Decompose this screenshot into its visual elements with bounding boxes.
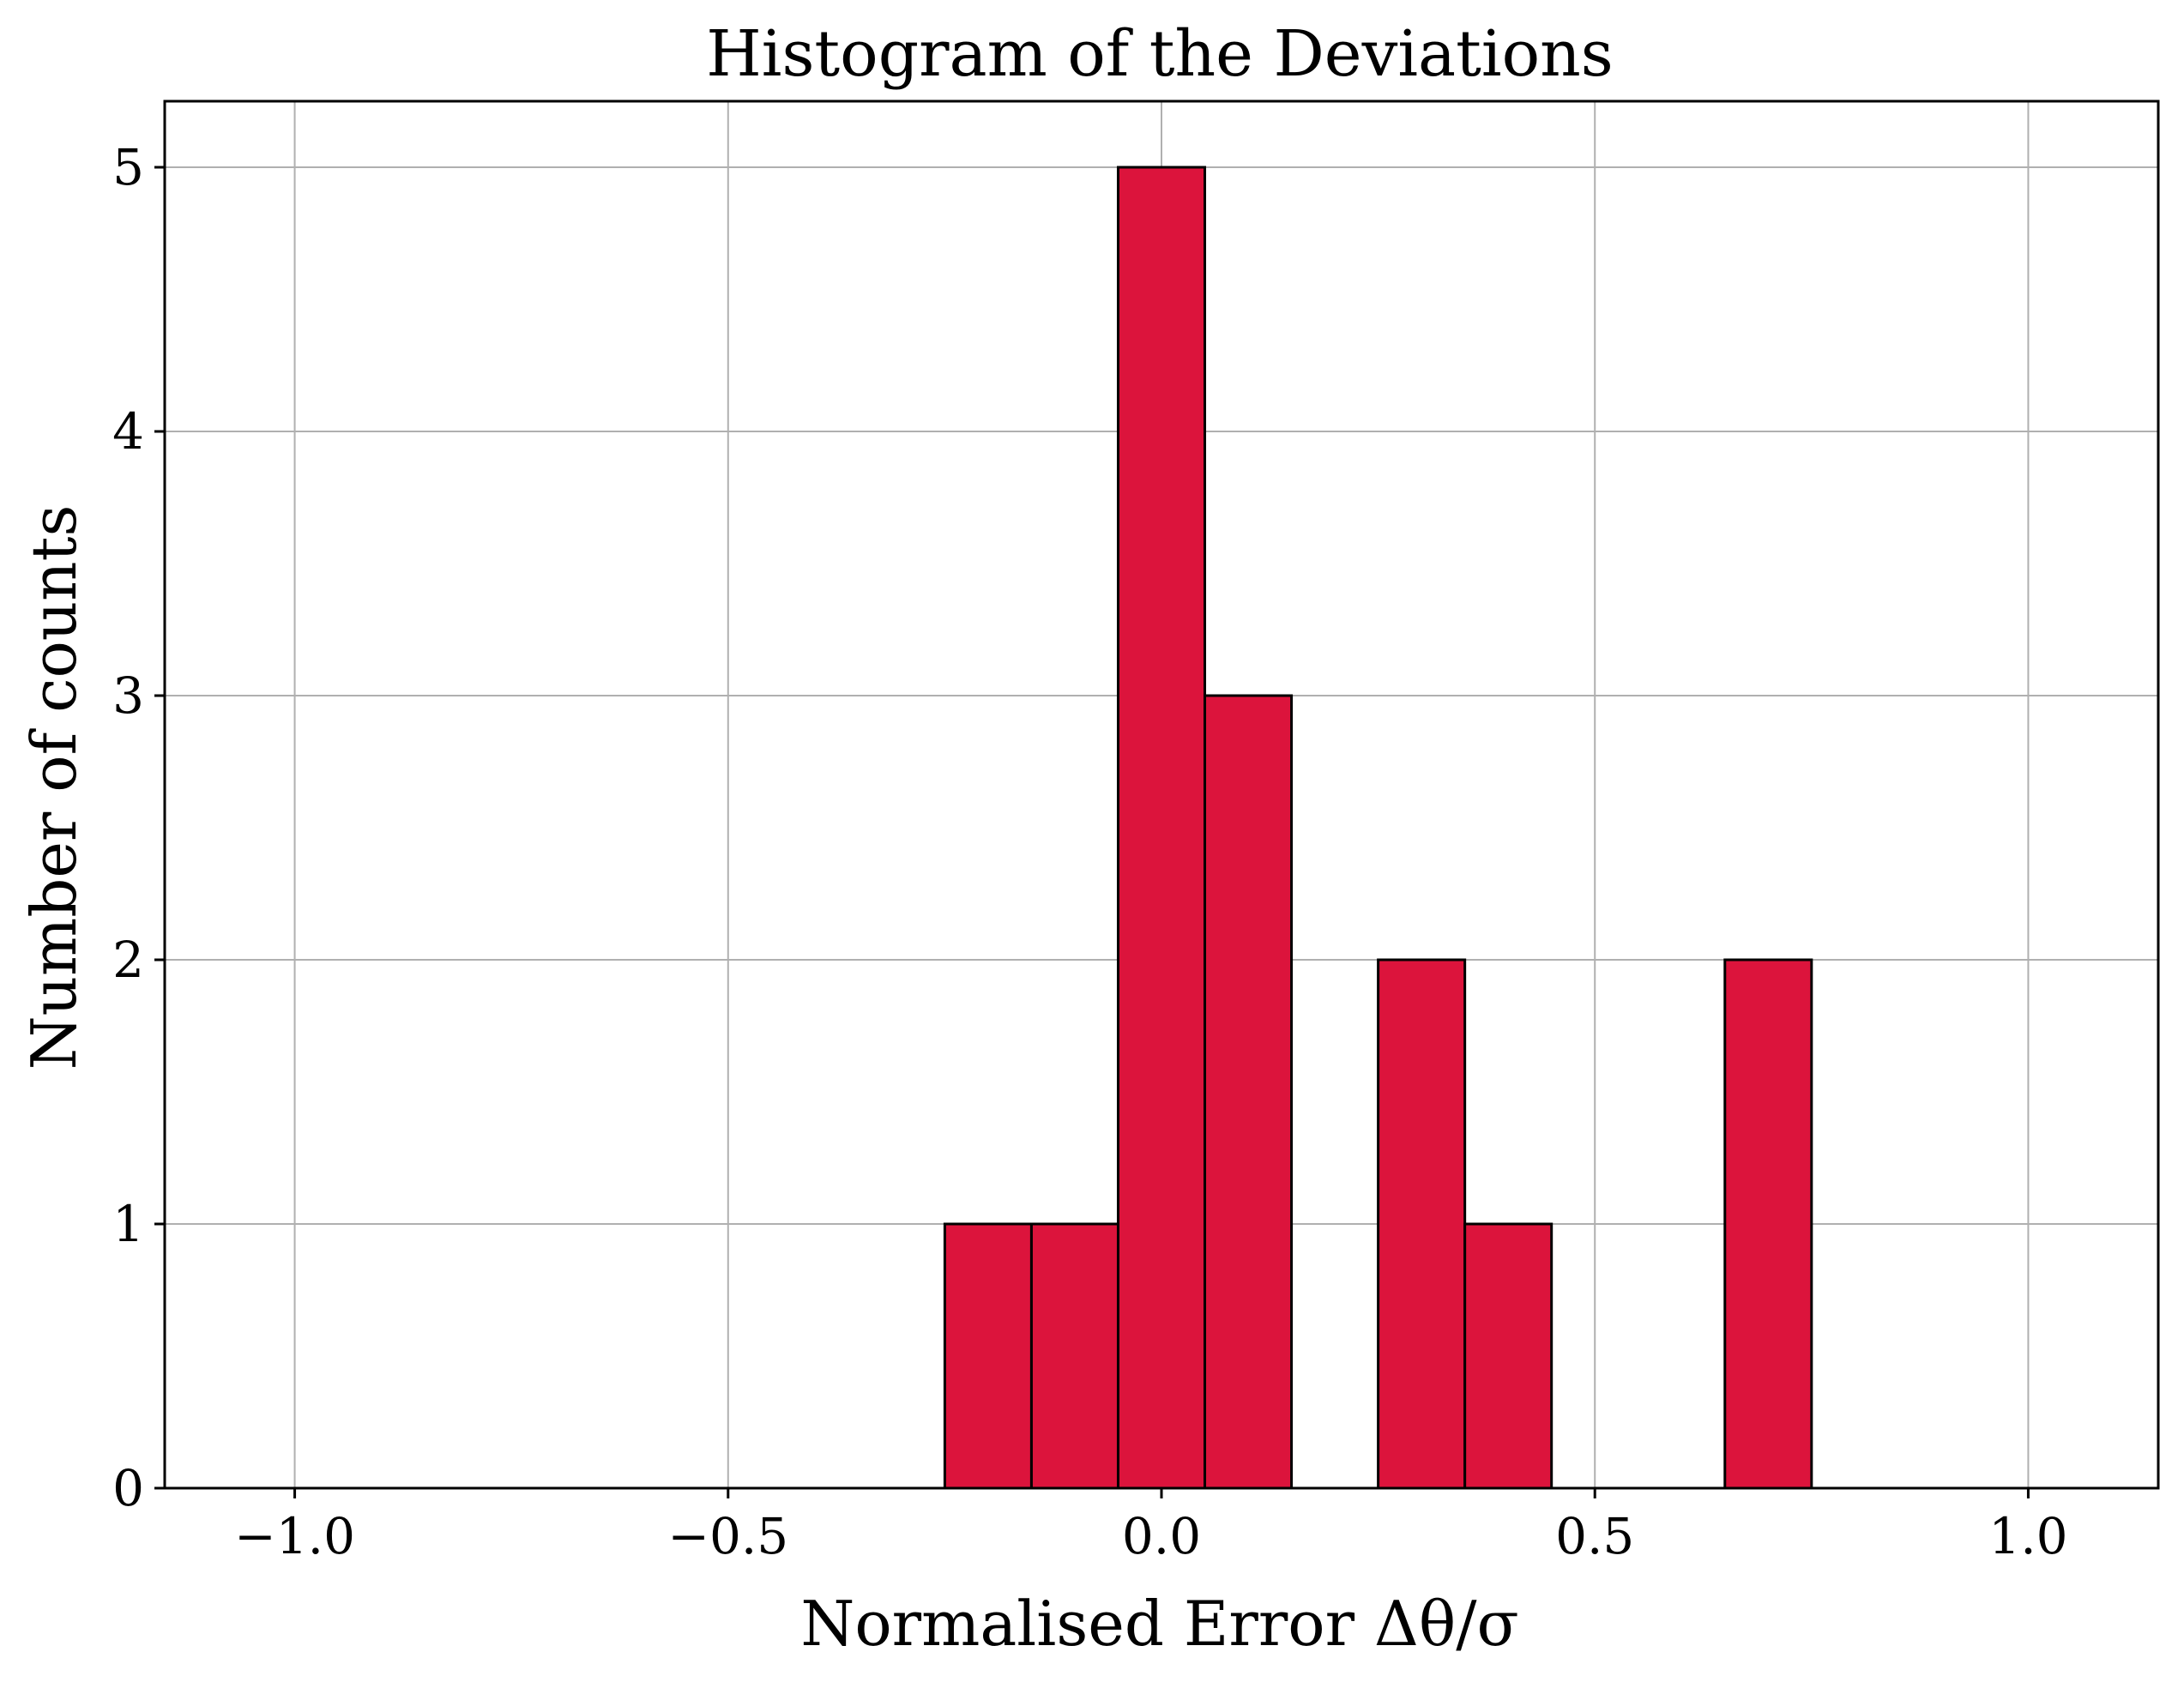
histogram-bar (1463, 1222, 1554, 1490)
x-axis-ticks: −1.0 −0.5 0.0 0.5 1.0 (234, 1488, 2068, 1565)
histogram-bar (1029, 1222, 1119, 1490)
y-tick-label: 1 (112, 1195, 144, 1253)
x-tick-label: −0.5 (667, 1507, 788, 1565)
y-axis-label: Number of counts (18, 505, 90, 1070)
y-tick-label: 4 (112, 402, 144, 461)
histogram-bar (1204, 694, 1294, 1490)
x-tick-label: −1.0 (234, 1507, 355, 1565)
y-tick-label: 3 (112, 666, 144, 725)
y-tick-label: 0 (112, 1459, 144, 1517)
y-axis-ticks: 0 1 2 3 4 5 (112, 138, 165, 1517)
x-tick-label: 0.0 (1122, 1507, 1201, 1565)
histogram-bars (943, 166, 1813, 1490)
x-tick-label: 0.5 (1555, 1507, 1634, 1565)
y-tick-label: 5 (112, 138, 144, 196)
x-tick-label: 1.0 (1988, 1507, 2067, 1565)
x-axis-label: Normalised Error Δθ/σ (800, 1588, 1518, 1660)
histogram-bar (1723, 958, 1813, 1490)
histogram-bar (1116, 166, 1207, 1490)
histogram-bar (1377, 958, 1467, 1490)
histogram-bar (943, 1222, 1033, 1490)
y-tick-label: 2 (112, 931, 144, 989)
chart-title: Histogram of the Deviations (706, 17, 1614, 91)
